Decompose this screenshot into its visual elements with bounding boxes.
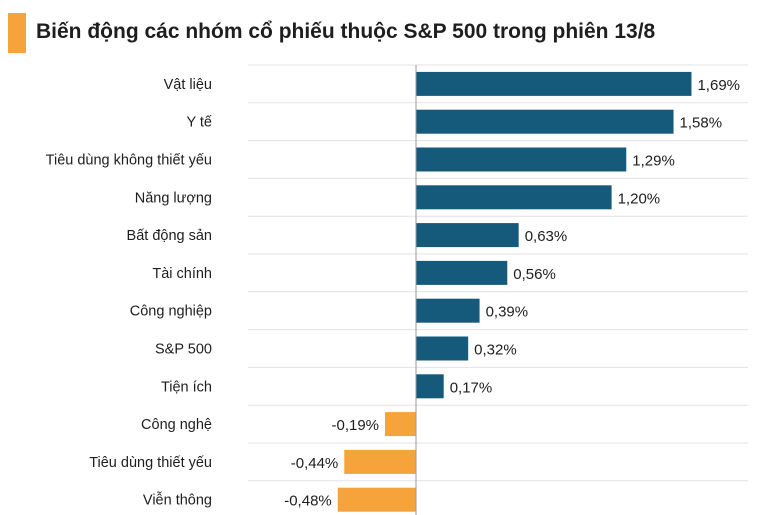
bar: [416, 260, 508, 285]
data-label: -0,44%: [291, 455, 339, 472]
bar: [416, 147, 627, 172]
category-label: Tài chính: [152, 266, 212, 282]
category-label: Bất động sản: [127, 228, 212, 244]
bar: [416, 374, 444, 399]
bar: [416, 71, 692, 96]
category-label: S&P 500: [155, 342, 212, 358]
bar: [344, 449, 416, 474]
bar: [416, 109, 674, 134]
chart-title: Biến động các nhóm cổ phiếu thuộc S&P 50…: [36, 20, 656, 43]
data-label: 1,69%: [697, 77, 740, 94]
title-accent-bar: [8, 13, 26, 53]
bar: [337, 487, 416, 512]
data-label: 0,32%: [474, 342, 517, 359]
data-label: 0,56%: [513, 266, 556, 283]
category-label: Viễn thông: [143, 492, 212, 509]
data-label: 0,63%: [525, 228, 568, 245]
category-label: Tiện ích: [161, 379, 212, 395]
category-label: Tiêu dùng không thiết yếu: [46, 153, 212, 169]
data-label: 0,17%: [450, 379, 493, 396]
data-label: 0,39%: [486, 304, 529, 321]
bar: [416, 185, 612, 210]
data-label: -0,19%: [331, 417, 379, 434]
bar: [416, 223, 519, 248]
data-label: 1,29%: [632, 153, 675, 170]
category-label: Tiêu dùng thiết yếu: [89, 455, 212, 471]
data-label: 1,20%: [618, 190, 661, 207]
bar: [416, 336, 469, 361]
category-label: Y tế: [186, 115, 212, 131]
data-label: 1,58%: [680, 115, 723, 132]
category-label: Vật liệu: [164, 77, 212, 93]
category-label: Năng lượng: [135, 190, 212, 206]
data-label: -0,48%: [284, 493, 332, 510]
bar: [385, 412, 416, 437]
category-label: Công nghệ: [141, 417, 212, 433]
category-label: Công nghiệp: [130, 304, 212, 320]
chart-header: Biến động các nhóm cổ phiếu thuộc S&P 50…: [0, 13, 761, 53]
bar: [416, 298, 480, 323]
